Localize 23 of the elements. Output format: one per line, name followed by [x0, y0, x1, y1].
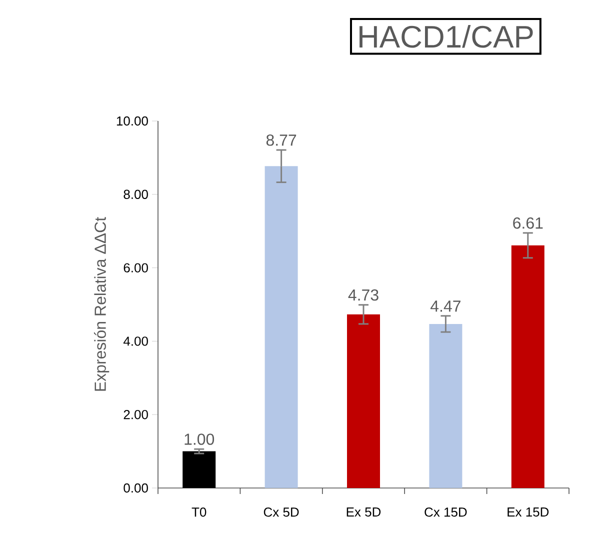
- bar: [182, 451, 216, 488]
- y-tick-label: 8.00: [124, 190, 148, 199]
- y-tick-label: 2.00: [124, 410, 148, 420]
- x-tick-label: T0: [192, 508, 206, 517]
- x-tick-label: Ex 5D: [346, 508, 381, 517]
- data-label: 6.61: [513, 217, 543, 229]
- data-label: 4.47: [430, 300, 460, 312]
- y-tick-label: 6.00: [124, 263, 148, 272]
- data-label: 1.00: [184, 434, 214, 445]
- bar: [347, 314, 380, 488]
- bar: [511, 245, 544, 488]
- x-tick-label: Cx 5D: [264, 508, 299, 517]
- y-axis-title: Expresión Relativa ΔΔCt: [94, 217, 110, 391]
- bar: [429, 324, 462, 488]
- y-tick-label: 0.00: [124, 483, 148, 493]
- chart-title: HACD1/CAP: [360, 24, 533, 48]
- data-label: 8.77: [266, 134, 296, 146]
- x-tick-label: Cx 15D: [424, 508, 467, 517]
- y-tick-label: 4.00: [123, 336, 148, 346]
- bar: [264, 166, 298, 488]
- y-tick-label: 10.00: [116, 116, 148, 126]
- data-label: 4.73: [348, 289, 378, 301]
- x-tick-label: Ex 15D: [508, 508, 549, 517]
